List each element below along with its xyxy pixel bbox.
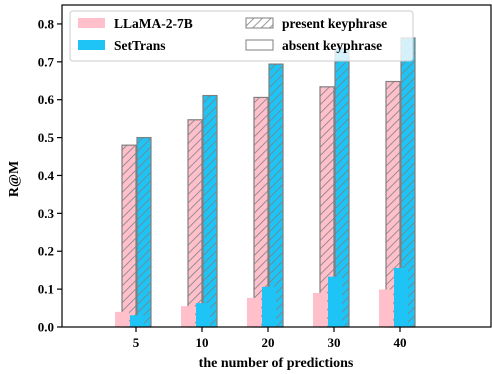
x-tick-label: 5	[133, 335, 140, 350]
plot-frame	[61, 4, 492, 328]
y-axis-label: R@M	[7, 161, 22, 197]
legend-swatch-absent-keyphrase	[245, 39, 274, 51]
llama-2-7b-absent-bar-40	[379, 289, 393, 327]
y-tick-label: 0.7	[38, 54, 55, 69]
x-axis-label: the number of predictions	[199, 356, 354, 371]
bars-layer	[115, 37, 416, 328]
legend-swatch-llama-2-7b	[78, 18, 105, 28]
legend-label-settrans: SetTrans	[114, 38, 166, 53]
llama-2-7b-present-bar-20	[253, 96, 269, 328]
settrans-absent-bar-10	[196, 303, 210, 327]
x-tick-label: 40	[394, 335, 407, 350]
bar-hatch	[187, 119, 203, 328]
settrans-present-bar-10	[202, 94, 218, 328]
axes-layer: 0.0 0.1 0.2 0.3 0.4 0.5 0.6 0.7 0.8 5 10 20 30 40	[38, 4, 492, 350]
legend-label-present-keyphrase: present keyphrase	[282, 16, 387, 31]
settrans-present-bar-30	[334, 47, 350, 328]
y-tick-label: 0.6	[38, 92, 55, 107]
y-tick-label: 0.5	[38, 130, 55, 145]
legend-label-absent-keyphrase: absent keyphrase	[282, 38, 382, 53]
y-tick-label: 0.1	[38, 282, 54, 297]
y-tick-label: 0.8	[38, 16, 55, 31]
legend-box	[69, 10, 414, 62]
y-tick-label: 0.4	[38, 168, 55, 183]
bar-hatch	[202, 94, 218, 328]
legend-swatch-settrans	[78, 40, 105, 50]
legend: LLaMA-2-7B SetTrans present keyphrase absen…	[69, 10, 414, 62]
settrans-present-bar-40	[400, 37, 416, 328]
y-tick-label: 0.0	[38, 320, 54, 335]
llama-2-7b-absent-bar-5	[115, 311, 129, 327]
llama-2-7b-absent-bar-30	[313, 292, 327, 327]
bar-hatch	[121, 144, 137, 328]
legend-swatch-present-keyphrase	[245, 17, 274, 29]
settrans-absent-bar-40	[394, 267, 408, 327]
llama-2-7b-absent-bar-10	[181, 306, 195, 327]
legend-label-llama-2-7b: LLaMA-2-7B	[114, 16, 193, 31]
llama-2-7b-present-bar-5	[121, 144, 137, 328]
x-tick-label: 20	[262, 335, 275, 350]
y-tick-label: 0.2	[38, 244, 54, 259]
y-tick-label: 0.3	[38, 206, 55, 221]
llama-2-7b-present-bar-10	[187, 119, 203, 328]
settrans-absent-bar-30	[328, 276, 342, 327]
x-tick-label: 10	[196, 335, 209, 350]
x-tick-label: 30	[328, 335, 341, 350]
settrans-present-bar-5	[136, 136, 152, 328]
llama-2-7b-absent-bar-20	[247, 297, 261, 327]
bar-hatch	[136, 136, 152, 328]
llama-2-7b-present-bar-40	[385, 80, 401, 328]
settrans-absent-bar-5	[130, 315, 144, 327]
settrans-present-bar-20	[268, 63, 284, 328]
settrans-absent-bar-20	[262, 286, 276, 327]
